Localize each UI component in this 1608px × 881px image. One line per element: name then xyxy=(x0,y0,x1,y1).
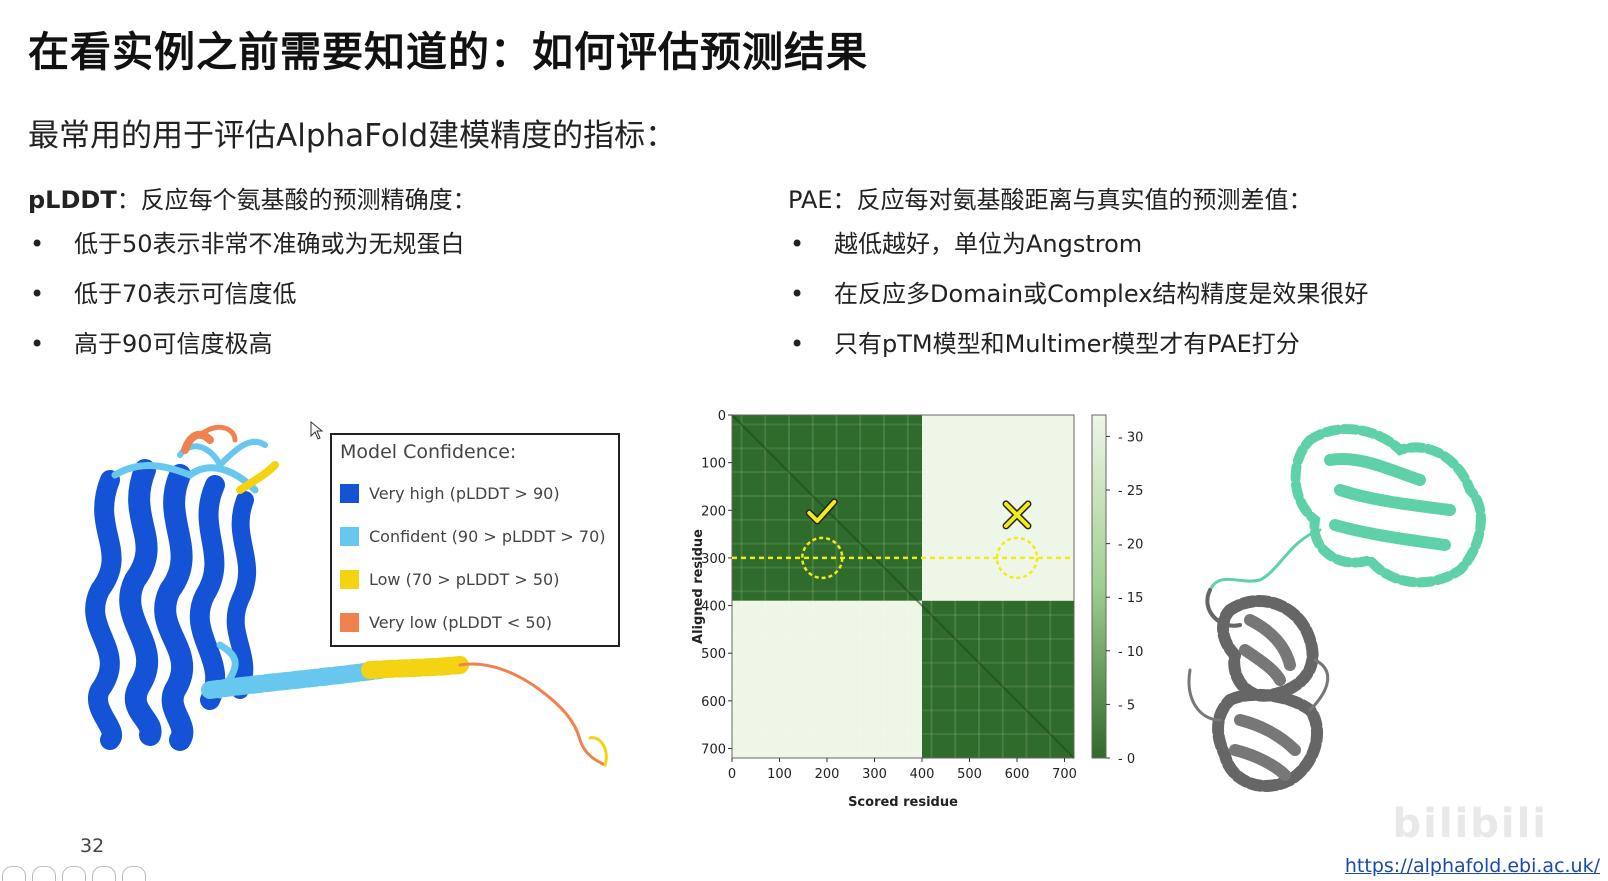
legend-swatch xyxy=(340,483,359,503)
heatmap-block-high xyxy=(922,415,1074,601)
x-axis-label: Scored residue xyxy=(848,795,958,810)
watermark: bilibili xyxy=(1392,801,1548,847)
colorbar-tick-label: - 15 xyxy=(1118,591,1143,606)
plddt-list: • 低于50表示非常不准确或为无规蛋白 • 低于70表示可信度低 • 高于90可信度极… xyxy=(28,226,477,376)
y-tick-label: 0 xyxy=(718,409,726,424)
bullet-icon: • xyxy=(790,230,805,258)
pae-term: PAE xyxy=(788,186,833,214)
heatmap-block-high xyxy=(732,600,922,758)
bullet-icon: • xyxy=(30,280,45,308)
plddt-description: ：反应每个氨基酸的预测精确度： xyxy=(116,186,477,214)
pae-list: • 越低越好，单位为Angstrom • 在反应多Domain或Complex结构精… xyxy=(788,226,1368,376)
zoom-icon[interactable] xyxy=(92,866,116,881)
annotation-circle xyxy=(995,536,1039,580)
list-item: • 在反应多Domain或Complex结构精度是效果很好 xyxy=(788,276,1368,326)
colorbar xyxy=(1091,414,1107,759)
prev-icon[interactable] xyxy=(2,866,26,881)
alphafold-link[interactable]: https://alphafold.ebi.ac.uk/ xyxy=(1344,855,1600,877)
x-tick-label: 100 xyxy=(767,767,792,782)
y-tick-label: 200 xyxy=(701,504,726,519)
x-tick-label: 600 xyxy=(1005,767,1030,782)
y-tick-label: 600 xyxy=(701,695,726,710)
colorbar-tick-label: - 20 xyxy=(1118,538,1143,553)
legend-swatch xyxy=(340,569,359,589)
model-confidence-legend: Model Confidence: Very high (pLDDT > 90)… xyxy=(330,433,620,647)
protein-structure-domains xyxy=(1187,424,1486,792)
slide-subtitle: 最常用的用于评估AlphaFold建模精度的指标： xyxy=(28,118,677,154)
pae-section: PAE：反应每对氨基酸距离与真实值的预测差值： • 越低越好，单位为Angstro… xyxy=(788,180,1368,376)
list-item: • 低于70表示可信度低 xyxy=(28,276,477,326)
plddt-heading: pLDDT：反应每个氨基酸的预测精确度： xyxy=(28,180,477,216)
y-axis-label: Aligned residue xyxy=(691,529,706,644)
page-number: 32 xyxy=(80,835,105,857)
colorbar-tick-label: - 25 xyxy=(1118,484,1143,499)
slides-icon[interactable] xyxy=(62,866,86,881)
plddt-section: pLDDT：反应每个氨基酸的预测精确度： • 低于50表示非常不准确或为无规蛋白 … xyxy=(28,180,477,376)
legend-swatch xyxy=(340,612,359,632)
y-tick-label: 100 xyxy=(701,457,726,472)
x-tick-label: 200 xyxy=(815,767,840,782)
y-tick-label: 400 xyxy=(701,600,726,615)
bullet-icon: • xyxy=(30,330,45,358)
x-tick-label: 0 xyxy=(728,767,736,782)
heatmap-frame xyxy=(731,414,1075,759)
bullet-icon: • xyxy=(790,280,805,308)
protein-structure-plddt xyxy=(85,424,608,767)
list-item: • 越低越好，单位为Angstrom xyxy=(788,226,1368,276)
colorbar-tick-label: - 5 xyxy=(1118,698,1135,713)
heatmap-diagonal xyxy=(731,414,1075,759)
legend-item-very-low: Very low (pLDDT < 50) xyxy=(340,610,552,634)
legend-item-confident: Confident (90 > pLDDT > 70) xyxy=(340,524,606,548)
x-tick-label: 400 xyxy=(910,767,935,782)
pae-heatmap-chart: 0 100 200 300 400 500 600 700010020030040050060… xyxy=(691,409,1143,810)
legend-swatch xyxy=(340,526,359,546)
colorbar-tick-label: - 0 xyxy=(1118,752,1135,767)
colorbar-tick-label: - 10 xyxy=(1118,645,1143,660)
bullet-icon: • xyxy=(790,330,805,358)
legend-title: Model Confidence: xyxy=(340,441,517,463)
x-tick-label: 500 xyxy=(957,767,982,782)
pen-icon[interactable] xyxy=(32,866,56,881)
presentation-toolbar xyxy=(2,866,146,881)
pae-heading: PAE：反应每对氨基酸距离与真实值的预测差值： xyxy=(788,180,1368,216)
list-item: • 低于50表示非常不准确或为无规蛋白 xyxy=(28,226,477,276)
check-icon xyxy=(807,499,837,523)
x-tick-label: 700 xyxy=(1052,767,1077,782)
y-tick-label: 300 xyxy=(701,552,726,567)
x-tick-label: 300 xyxy=(862,767,887,782)
list-item: • 高于90可信度极高 xyxy=(28,326,477,376)
more-icon[interactable] xyxy=(122,866,146,881)
slide-title: 在看实例之前需要知道的：如何评估预测结果 xyxy=(28,28,868,76)
pae-description: ：反应每对氨基酸距离与真实值的预测差值： xyxy=(832,186,1313,214)
cross-icon xyxy=(1004,501,1030,528)
y-tick-label: 500 xyxy=(701,647,726,662)
annotation-circle xyxy=(801,536,844,580)
list-item: • 只有pTM模型和Multimer模型才有PAE打分 xyxy=(788,326,1368,376)
y-tick-label: 700 xyxy=(701,742,726,757)
legend-item-very-high: Very high (pLDDT > 90) xyxy=(340,481,560,505)
plddt-term: pLDDT xyxy=(28,186,117,214)
bullet-icon: • xyxy=(30,230,45,258)
legend-item-low: Low (70 > pLDDT > 50) xyxy=(340,567,559,591)
colorbar-tick-label: - 30 xyxy=(1118,430,1143,445)
